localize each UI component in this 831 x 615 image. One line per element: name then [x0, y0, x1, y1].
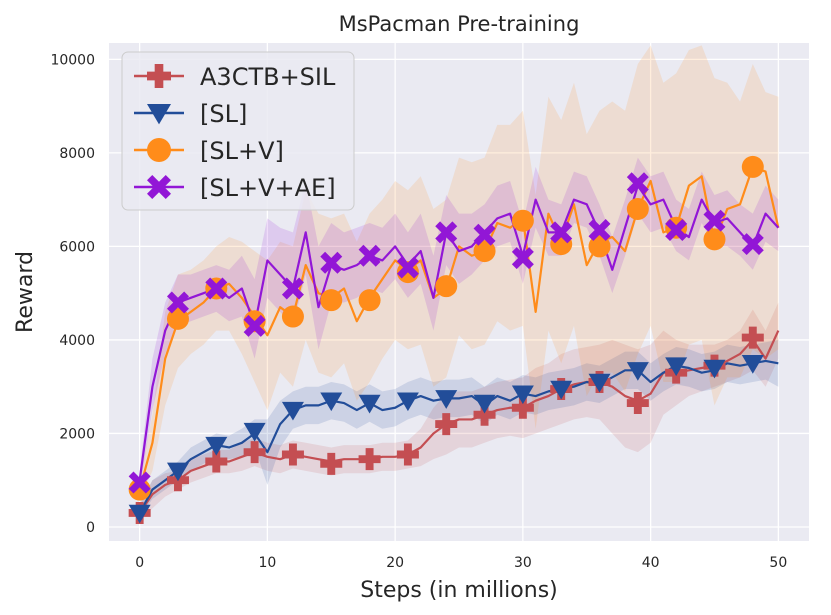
marker-sl-v-ae	[741, 233, 764, 256]
marker-sl-v-ae	[205, 277, 228, 300]
marker-sl	[550, 380, 573, 400]
marker-sl-v	[435, 275, 458, 298]
marker-a3ctb-sil	[511, 396, 534, 419]
marker-sl-v	[281, 305, 304, 328]
x-tick-label: 50	[769, 555, 787, 571]
marker-sl	[626, 362, 649, 381]
marker-a3ctb-sil	[320, 452, 343, 475]
confidence-bands	[139, 45, 779, 523]
marker-sl-v-ae	[511, 247, 534, 270]
marker-sl	[511, 385, 534, 405]
y-tick-label: 6000	[59, 239, 95, 255]
marker-sl	[358, 394, 381, 414]
x-tick-label: 20	[386, 555, 404, 571]
marker-sl-v-ae	[396, 256, 419, 279]
marker-sl-v	[358, 289, 381, 312]
y-tick-label: 4000	[59, 333, 95, 349]
marker-sl-v-ae	[588, 219, 611, 242]
marker-sl-v	[166, 307, 189, 330]
x-axis-ticks: 0 10 20 30 40 50	[135, 555, 787, 571]
marker-sl	[281, 401, 304, 421]
marker-a3ctb-sil	[243, 441, 266, 464]
marker-sl-v-ae	[703, 209, 726, 232]
legend-frame	[121, 51, 355, 211]
marker-sl-v	[511, 209, 534, 232]
marker-sl-v	[320, 289, 343, 312]
x-tick-label: 0	[135, 555, 144, 571]
marker-sl-v	[741, 155, 764, 178]
legend-marker-sl	[147, 104, 171, 125]
x-tick-label: 40	[642, 555, 660, 571]
marker-a3ctb-sil	[741, 326, 764, 349]
marker-sl	[243, 422, 266, 442]
marker-sl	[205, 436, 228, 456]
marker-sl	[741, 355, 764, 374]
marker-a3ctb-sil	[396, 443, 419, 466]
marker-a3ctb-sil	[205, 450, 228, 473]
marker-sl	[588, 373, 611, 393]
legend-marker-sl-v	[147, 138, 171, 162]
band-sl-v-ae	[139, 157, 779, 490]
legend-label-sl: [SL]	[200, 100, 247, 128]
marker-sl-v-ae	[281, 277, 304, 300]
marker-sl-v-ae	[320, 251, 343, 274]
marker-sl-v-ae	[166, 291, 189, 314]
marker-a3ctb-sil	[626, 392, 649, 415]
x-tick-label: 10	[258, 555, 276, 571]
legend-label-sl-v-ae: [SL+V+AE]	[200, 174, 336, 202]
marker-sl-v	[626, 198, 649, 220]
legend-marker-sl-v-ae	[147, 175, 171, 199]
x-axis-label: Steps (in millions)	[360, 578, 558, 603]
marker-sl	[473, 394, 496, 414]
marker-sl-v-ae	[435, 221, 458, 244]
legend-label-sl-v: [SL+V]	[200, 137, 284, 165]
band-sl-v	[139, 45, 779, 499]
marker-sl-v-ae	[665, 219, 688, 242]
marker-sl-v	[473, 240, 496, 263]
legend: A3CTB+SIL [SL] [SL+V] [SL+V+AE]	[121, 51, 355, 211]
legend-label-a3ctb-sil: A3CTB+SIL	[200, 63, 336, 91]
y-axis-label: Reward	[13, 251, 38, 333]
marker-sl-v-ae	[550, 221, 573, 244]
marker-a3ctb-sil	[435, 413, 458, 436]
marker-sl-v-ae	[626, 172, 649, 195]
marker-sl	[665, 357, 688, 377]
marker-sl-v-ae	[473, 223, 496, 246]
marker-a3ctb-sil	[473, 403, 496, 426]
marker-sl-v-ae	[128, 471, 151, 494]
marker-sl	[703, 359, 726, 379]
marker-a3ctb-sil	[358, 448, 381, 471]
marker-sl-v	[588, 235, 611, 258]
marker-sl	[396, 392, 419, 412]
marker-sl	[435, 390, 458, 409]
marker-sl-v-ae	[358, 244, 381, 267]
y-tick-label: 0	[86, 520, 95, 536]
legend-marker-a3ctb-sil	[147, 64, 171, 88]
band-sl	[139, 339, 779, 518]
marker-sl-v-ae	[243, 314, 266, 337]
y-axis-ticks: 0 2000 4000 6000 8000 10000	[50, 52, 95, 536]
y-tick-label: 2000	[59, 426, 95, 442]
marker-sl-v	[703, 228, 726, 251]
marker-sl	[320, 392, 343, 412]
marker-sl	[128, 504, 151, 524]
chart-title: MsPacman Pre-training	[339, 12, 580, 36]
y-tick-label: 8000	[59, 146, 95, 162]
y-tick-label: 10000	[50, 52, 95, 68]
x-tick-label: 30	[514, 555, 532, 571]
series-markers	[128, 155, 764, 524]
marker-a3ctb-sil	[281, 443, 304, 466]
band-a3ctb-sil	[139, 302, 779, 523]
marker-sl	[166, 462, 189, 482]
